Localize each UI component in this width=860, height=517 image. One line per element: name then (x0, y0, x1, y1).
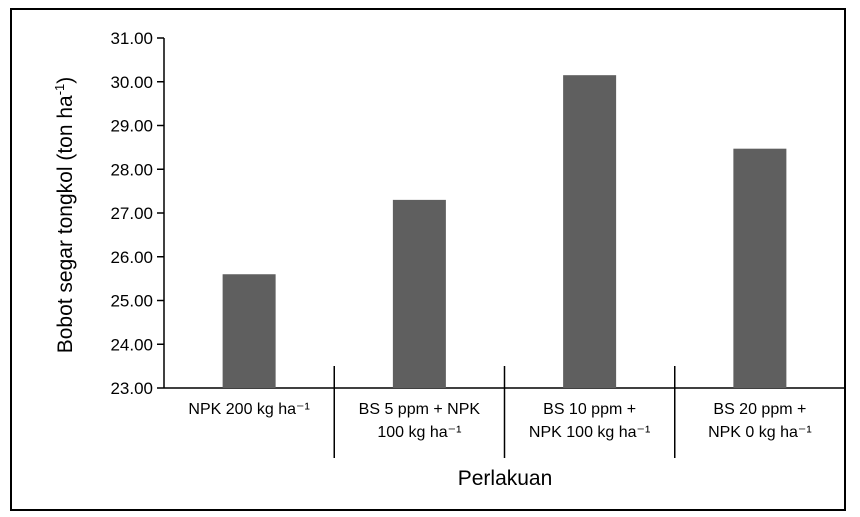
y-tick-label: 30.00 (110, 73, 153, 92)
x-category-label: BS 20 ppm + (713, 401, 806, 418)
bars (222, 75, 787, 388)
y-tick-label: 25.00 (110, 292, 153, 311)
y-tick-label: 27.00 (110, 204, 153, 223)
x-category-label: NPK 0 kg ha⁻¹ (708, 424, 812, 441)
y-tick-label: 28.00 (110, 160, 153, 179)
y-tick-label: 26.00 (110, 248, 153, 267)
y-tick-label: 31.00 (110, 29, 153, 48)
bar (563, 75, 617, 388)
axes (157, 37, 845, 458)
y-axis-label: Bobot segar tongkol (ton ha-1) (52, 77, 77, 354)
bar (222, 274, 276, 388)
y-tick-label: 29.00 (110, 117, 153, 136)
x-category-label: NPK 200 kg ha⁻¹ (188, 401, 309, 418)
y-axis-label-end: ) (54, 77, 77, 84)
y-tick-label: 24.00 (110, 335, 153, 354)
x-category-label: 100 kg ha⁻¹ (377, 424, 461, 441)
x-axis-label: Perlakuan (458, 467, 553, 490)
bar (392, 199, 446, 388)
x-category-labels: NPK 200 kg ha⁻¹ BS 5 ppm + NPK 100 kg ha⁻¹… (188, 401, 811, 441)
y-tick-label: 23.00 (110, 379, 153, 398)
bar (733, 148, 787, 388)
x-category-label: NPK 100 kg ha⁻¹ (529, 424, 650, 441)
x-category-label: BS 5 ppm + NPK (359, 401, 481, 418)
y-tick-labels: 23.00 24.00 25.00 26.00 27.00 28.00 29.00 30.00… (110, 29, 153, 398)
x-category-label: BS 10 ppm + (543, 401, 636, 418)
y-axis-label-sup: -1 (52, 84, 67, 96)
y-axis-label-main: Bobot segar tongkol (ton ha (54, 95, 77, 353)
